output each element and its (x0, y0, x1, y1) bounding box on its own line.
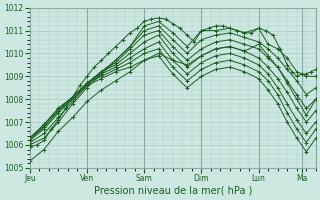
X-axis label: Pression niveau de la mer( hPa ): Pression niveau de la mer( hPa ) (94, 186, 252, 196)
